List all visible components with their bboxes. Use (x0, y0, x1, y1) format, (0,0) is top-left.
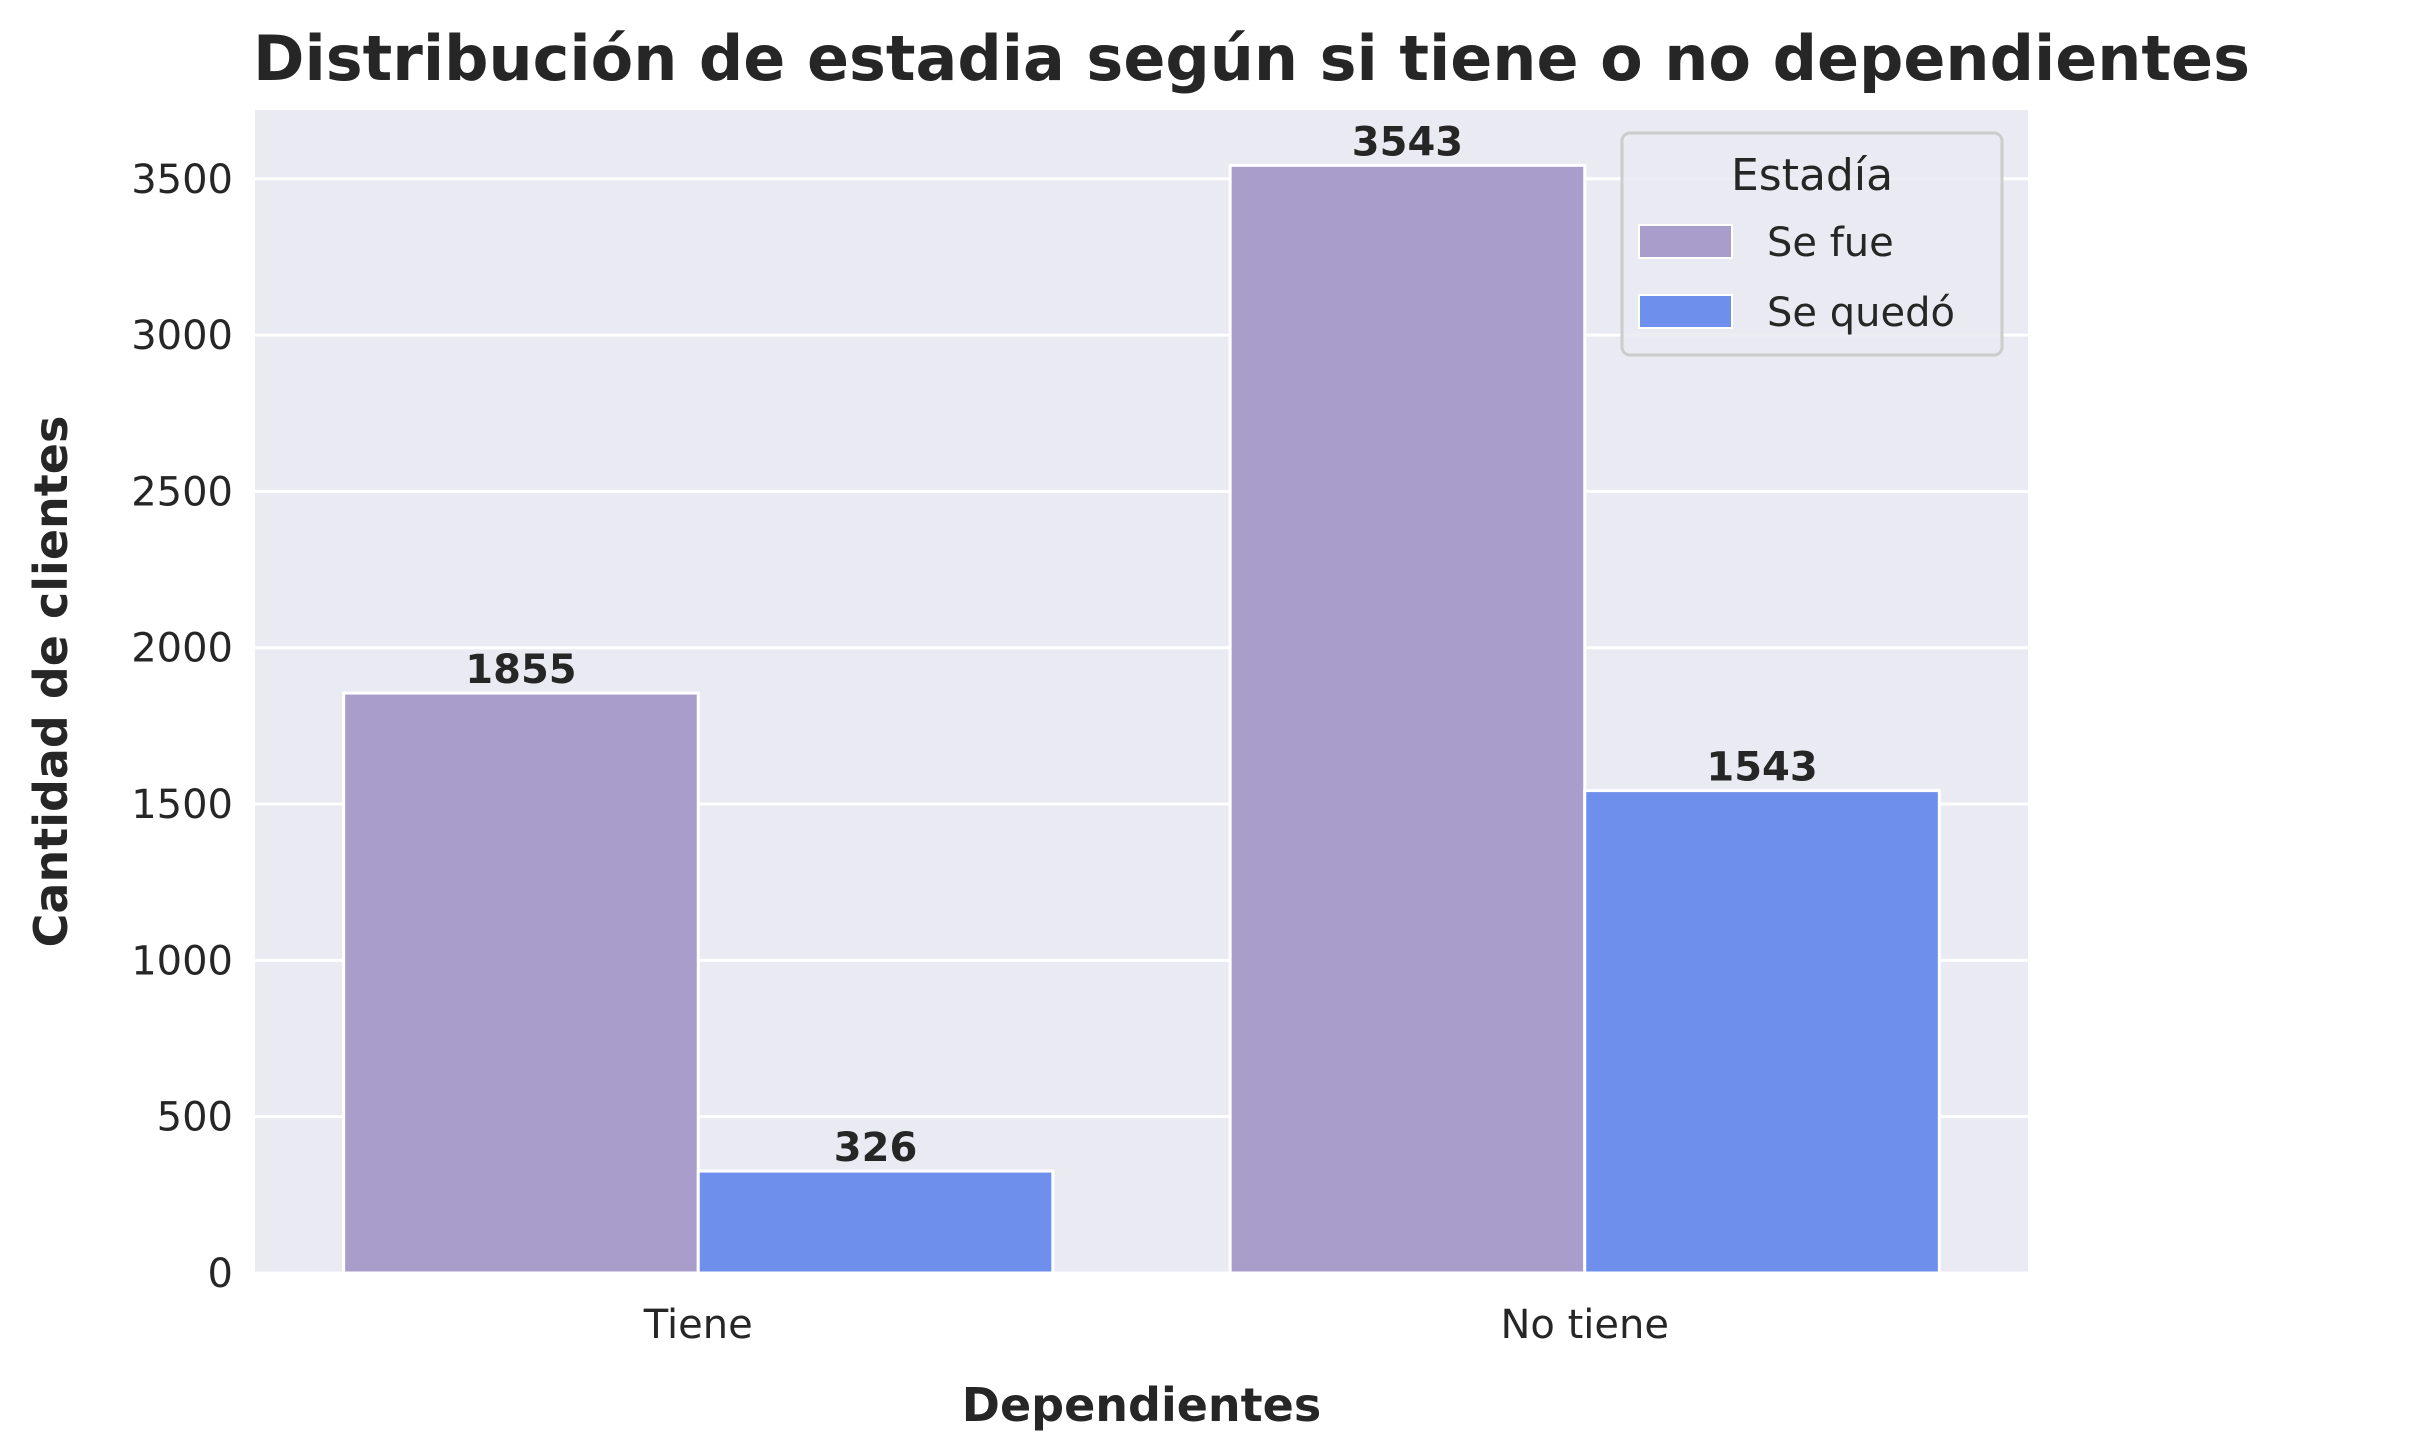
y-tick-labels: 0 500 1000 1500 2000 2500 3000 3500 (131, 157, 233, 1297)
data-labels: 1855 326 3543 1543 (465, 119, 1817, 1171)
legend-swatch (1638, 224, 1733, 259)
bar-value-label: 1543 (1706, 745, 1817, 791)
legend-title: Estadía (1731, 150, 1893, 201)
chart-title: Distribución de estadia según si tiene o… (253, 22, 2250, 95)
legend: Estadía Se fue Se quedó (1620, 131, 2004, 357)
x-tick-label: No tiene (1501, 1302, 1669, 1348)
y-tick-label: 1500 (131, 782, 233, 828)
bar (1583, 789, 1941, 1275)
bar (696, 1169, 1055, 1275)
bar (342, 691, 700, 1275)
y-tick-label: 0 (208, 1251, 233, 1297)
x-tick-labels: Tiene No tiene (643, 1302, 1669, 1348)
bar-value-label: 3543 (1352, 119, 1463, 165)
y-tick-label: 500 (157, 1095, 233, 1141)
bar (1228, 163, 1587, 1275)
x-tick-label: Tiene (643, 1302, 753, 1348)
y-tick-label: 2500 (131, 469, 233, 515)
bars (342, 163, 1941, 1275)
y-tick-label: 3000 (131, 313, 233, 359)
y-tick-label: 3500 (131, 157, 233, 203)
y-tick-label: 1000 (131, 938, 233, 984)
y-tick-label: 2000 (131, 626, 233, 672)
y-axis-label: Cantidad de clientes (24, 416, 78, 948)
legend-label: Se quedó (1767, 290, 1955, 336)
bar-value-label: 1855 (465, 647, 576, 693)
x-axis-label: Dependientes (962, 1378, 1321, 1432)
legend-label: Se fue (1767, 220, 1894, 266)
legend-swatch (1638, 294, 1733, 329)
bar-value-label: 326 (834, 1125, 918, 1171)
